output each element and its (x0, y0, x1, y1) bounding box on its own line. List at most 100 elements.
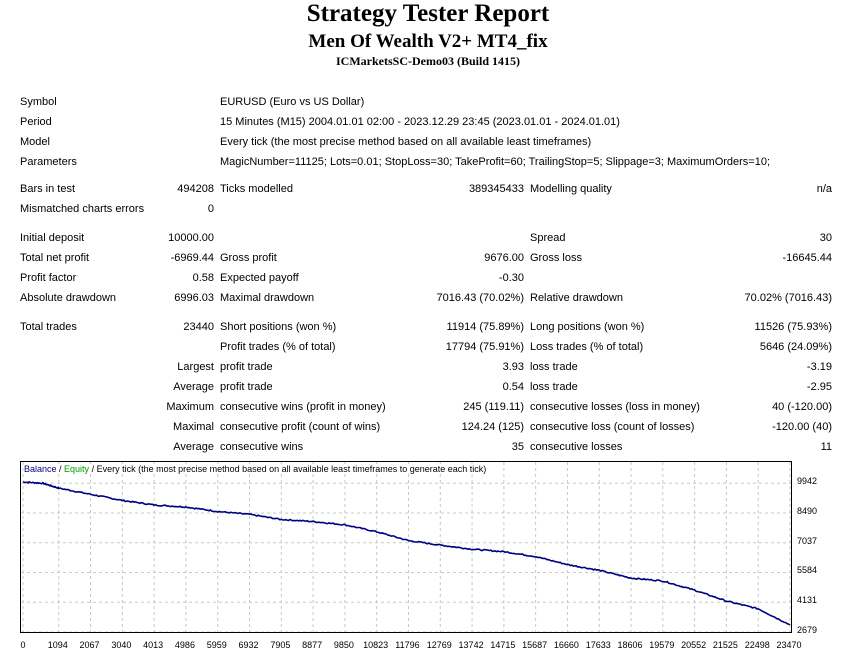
profit-trades-label: Profit trades (% of total) (220, 341, 336, 353)
period-label: Period (20, 116, 52, 128)
x-tick-label: 1094 (47, 640, 68, 650)
largest-loss-value: -3.19 (806, 361, 832, 373)
avg-consecutive-label: Average (173, 441, 214, 453)
loss-trades-value: 5646 (24.09%) (759, 341, 832, 353)
average-loss-value: -2.95 (806, 381, 832, 393)
largest-label: Largest (177, 361, 214, 373)
x-tick-label: 2067 (79, 640, 100, 650)
average-label: Average (173, 381, 214, 393)
parameters-label: Parameters (20, 156, 77, 168)
maximal-consecutive-loss-value: -120.00 (40) (772, 421, 832, 433)
largest-profit-value: 3.93 (502, 361, 524, 373)
mismatch-value: 0 (207, 203, 214, 215)
absolute-drawdown-value: 6996.03 (174, 292, 214, 304)
x-tick-label: 23470 (776, 640, 802, 650)
gross-loss-value: -16645.44 (782, 252, 832, 264)
spread-value: 30 (819, 232, 832, 244)
x-tick-label: 3040 (111, 640, 132, 650)
y-tick-label: 4131 (797, 595, 818, 606)
long-positions-value: 11526 (75.93%) (754, 321, 832, 333)
symbol-label: Symbol (20, 96, 57, 108)
maximal-consecutive-profit-label: consecutive profit (count of wins) (220, 421, 381, 433)
parameters-value: MagicNumber=11125; Lots=0.01; StopLoss=3… (220, 156, 771, 168)
ticks-label: Ticks modelled (220, 183, 293, 195)
symbol-value: EURUSD (Euro vs US Dollar) (220, 96, 365, 108)
largest-profit-label: profit trade (220, 361, 273, 373)
short-positions-label: Short positions (won %) (220, 321, 337, 333)
period-value: 15 Minutes (M15) 2004.01.01 02:00 - 2023… (220, 116, 620, 128)
x-tick-label: 8877 (302, 640, 323, 650)
total-trades-value: 23440 (183, 321, 214, 333)
x-tick-label: 15687 (522, 640, 548, 650)
expert-name: Men Of Wealth V2+ MT4_fix (308, 31, 548, 52)
x-tick-label: 14715 (490, 640, 516, 650)
profit-trades-value: 17794 (75.91%) (445, 341, 524, 353)
x-tick-label: 20552 (681, 640, 707, 650)
max-consecutive-wins-label: consecutive wins (profit in money) (220, 401, 386, 413)
y-tick-label: 5584 (797, 565, 818, 576)
x-tick-label: 19579 (649, 640, 675, 650)
spread-label: Spread (530, 232, 566, 244)
mismatch-label: Mismatched charts errors (20, 203, 145, 215)
expected-payoff-value: -0.30 (498, 272, 524, 284)
x-tick-label: 21525 (712, 640, 738, 650)
maximal-consecutive-loss-label: consecutive loss (count of losses) (530, 421, 695, 433)
x-tick-label: 12769 (426, 640, 452, 650)
maximal-label: Maximal (173, 421, 214, 433)
deposit-value: 10000.00 (168, 232, 214, 244)
x-tick-label: 16660 (553, 640, 579, 650)
chart-legend: Balance / Equity / Every tick (the most … (24, 464, 487, 474)
average-loss-label: loss trade (530, 381, 578, 393)
avg-consecutive-wins-label: consecutive wins (220, 441, 304, 453)
gross-profit-label: Gross profit (220, 252, 277, 264)
y-tick-label: 2679 (797, 625, 818, 635)
balance-chart-plot (21, 462, 791, 632)
y-tick-label: 7037 (797, 535, 818, 546)
quality-label: Modelling quality (530, 183, 612, 195)
x-tick-label: 18606 (617, 640, 643, 650)
avg-consecutive-wins-value: 35 (511, 441, 524, 453)
short-positions-value: 11914 (75.89%) (446, 321, 524, 333)
bars-label: Bars in test (20, 183, 76, 195)
profit-factor-label: Profit factor (20, 272, 77, 284)
net-profit-value: -6969.44 (170, 252, 214, 264)
absolute-drawdown-label: Absolute drawdown (20, 292, 117, 304)
x-tick-label: 17633 (585, 640, 611, 650)
x-tick-label: 9850 (333, 640, 354, 650)
long-positions-label: Long positions (won %) (530, 321, 645, 333)
maximum-label: Maximum (166, 401, 214, 413)
expected-payoff-label: Expected payoff (220, 272, 299, 284)
net-profit-label: Total net profit (20, 252, 90, 264)
gross-loss-label: Gross loss (530, 252, 582, 264)
total-trades-label: Total trades (20, 321, 77, 333)
average-profit-value: 0.54 (502, 381, 524, 393)
model-value: Every tick (the most precise method base… (220, 136, 592, 148)
relative-drawdown-label: Relative drawdown (530, 292, 623, 304)
max-consecutive-losses-label: consecutive losses (loss in money) (530, 401, 700, 413)
legend-description: / Every tick (the most precise method ba… (89, 464, 487, 474)
server-build: ICMarketsSC-Demo03 (Build 1415) (336, 54, 520, 68)
average-profit-label: profit trade (220, 381, 273, 393)
balance-chart: Balance / Equity / Every tick (the most … (20, 461, 792, 633)
x-tick-label: 0 (20, 640, 26, 650)
x-tick-label: 4986 (174, 640, 195, 650)
legend-balance: Balance (24, 464, 57, 474)
legend-equity: Equity (64, 464, 90, 474)
x-tick-label: 7905 (270, 640, 291, 650)
x-tick-label: 11796 (395, 640, 420, 650)
y-tick-label: 9942 (797, 476, 818, 487)
x-tick-label: 10823 (363, 640, 389, 650)
profit-factor-value: 0.58 (192, 272, 214, 284)
x-tick-label: 6932 (238, 640, 259, 650)
ticks-value: 389345433 (468, 183, 524, 195)
avg-consecutive-losses-value: 11 (820, 441, 832, 453)
gross-profit-value: 9676.00 (484, 252, 524, 264)
balance-line (23, 480, 791, 626)
loss-trades-label: Loss trades (% of total) (530, 341, 644, 353)
y-tick-label: 8490 (797, 505, 818, 516)
relative-drawdown-value: 70.02% (7016.43) (744, 292, 832, 304)
max-consecutive-losses-value: 40 (-120.00) (772, 401, 832, 413)
maximal-drawdown-value: 7016.43 (70.02%) (436, 292, 524, 304)
maximal-drawdown-label: Maximal drawdown (220, 292, 315, 304)
x-tick-label: 5959 (206, 640, 227, 650)
